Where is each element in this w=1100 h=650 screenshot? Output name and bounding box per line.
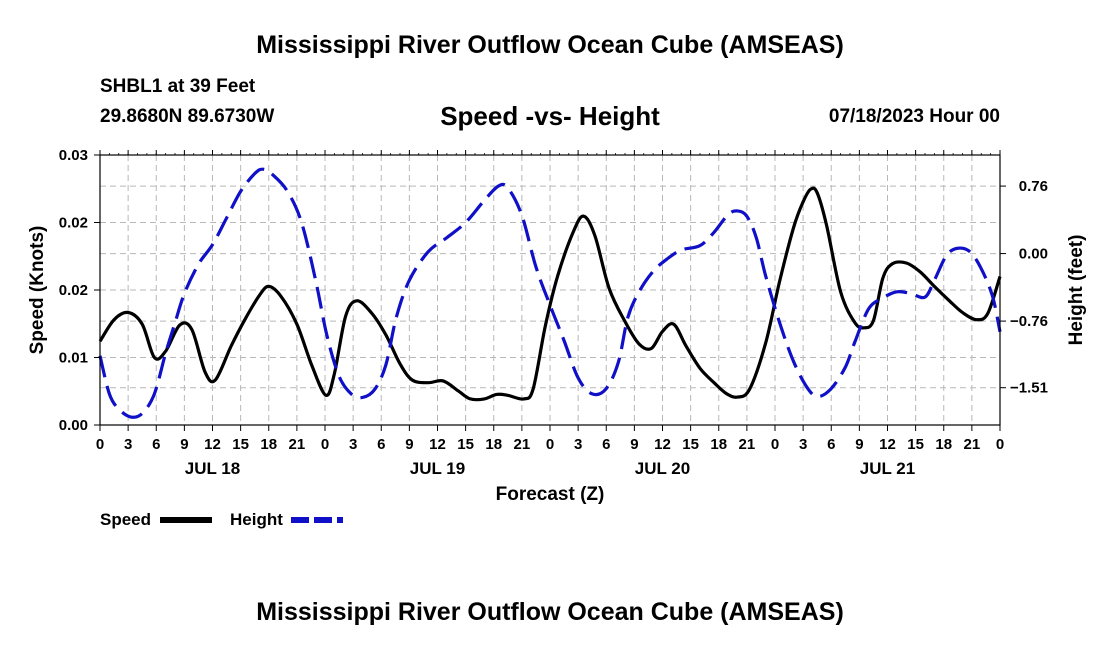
x-tick-label: 3	[799, 436, 807, 453]
x-tick-label: 12	[654, 436, 671, 453]
station-coordinates: 29.8680N 89.6730W	[100, 106, 275, 127]
chart-title: Speed -vs- Height	[440, 101, 660, 131]
legend: Speed Height	[100, 510, 343, 529]
x-tick-label: 0	[996, 436, 1004, 453]
x-tick-label: 6	[827, 436, 835, 453]
x-tick-label: 21	[289, 436, 306, 453]
page-title: Mississippi River Outflow Ocean Cube (AM…	[256, 31, 844, 59]
forecast-date: 07/18/2023 Hour 00	[828, 106, 1000, 127]
x-tick-label: 9	[405, 436, 413, 453]
grid-lines	[100, 155, 1000, 425]
day-label: JUL 21	[860, 459, 915, 478]
x-tick-label: 18	[710, 436, 727, 453]
y-left-tick-label: 0.01	[59, 350, 88, 367]
x-tick-label: 21	[739, 436, 756, 453]
x-tick-label: 21	[514, 436, 531, 453]
legend-label-height: Height	[230, 510, 283, 529]
series-line-height	[98, 167, 1002, 419]
x-tick-label: 12	[429, 436, 446, 453]
y-axis-label-left: Speed (Knots)	[27, 226, 48, 355]
y-right-tick-label: −1.51	[1010, 380, 1048, 397]
y-left-tick-label: 0.03	[59, 147, 88, 164]
day-label: JUL 18	[185, 459, 240, 478]
x-tick-label: 18	[260, 436, 277, 453]
x-tick-label: 12	[204, 436, 221, 453]
x-tick-label: 0	[546, 436, 554, 453]
x-tick-label: 9	[630, 436, 638, 453]
x-tick-label: 0	[321, 436, 329, 453]
chart-svg: 0 3 6 9 12 15 18 21 0 3 6 9 12 15 18 21 0 3 6 9 12 15 18 21 0 3 6 9…	[27, 147, 1087, 529]
x-tick-label: 3	[124, 436, 132, 453]
y-axis-label-right: Height (feet)	[1066, 235, 1087, 346]
y-right-tick-label: −0.76	[1010, 313, 1048, 330]
y-left-tick-label: 0.02	[59, 215, 88, 232]
y-right-tick-label: 0.76	[1019, 178, 1048, 195]
x-tick-label: 6	[602, 436, 610, 453]
x-tick-label: 6	[152, 436, 160, 453]
day-label: JUL 19	[410, 459, 465, 478]
x-tick-label: 15	[232, 436, 249, 453]
x-tick-label: 12	[879, 436, 896, 453]
y-left-tick-label: 0.00	[59, 417, 88, 434]
x-tick-label: 3	[349, 436, 357, 453]
y-right-tick-label: 0.00	[1019, 246, 1048, 263]
x-tick-label: 9	[855, 436, 863, 453]
x-tick-label: 21	[964, 436, 981, 453]
x-tick-label: 15	[682, 436, 699, 453]
x-tick-label: 18	[485, 436, 502, 453]
y-left-tick-label: 0.02	[59, 282, 88, 299]
x-tick-label: 0	[96, 436, 104, 453]
x-tick-label: 18	[935, 436, 952, 453]
x-tick-label: 0	[771, 436, 779, 453]
station-name: SHBL1 at 39 Feet	[100, 76, 256, 97]
x-tick-label: 3	[574, 436, 582, 453]
x-tick-label: 15	[457, 436, 474, 453]
x-tick-label: 6	[377, 436, 385, 453]
series-line-speed	[98, 186, 1002, 402]
axis-ticks: 0 3 6 9 12 15 18 21 0 3 6 9 12 15 18 21 0 3 6 9 12 15 18 21 0 3 6 9…	[59, 147, 1048, 478]
x-tick-label: 15	[907, 436, 924, 453]
x-axis-label: Forecast (Z)	[496, 484, 605, 505]
x-tick-label: 9	[180, 436, 188, 453]
day-label: JUL 20	[635, 459, 690, 478]
series-layer	[98, 167, 1002, 419]
legend-label-speed: Speed	[100, 510, 151, 529]
footer-title: Mississippi River Outflow Ocean Cube (AM…	[256, 598, 844, 626]
